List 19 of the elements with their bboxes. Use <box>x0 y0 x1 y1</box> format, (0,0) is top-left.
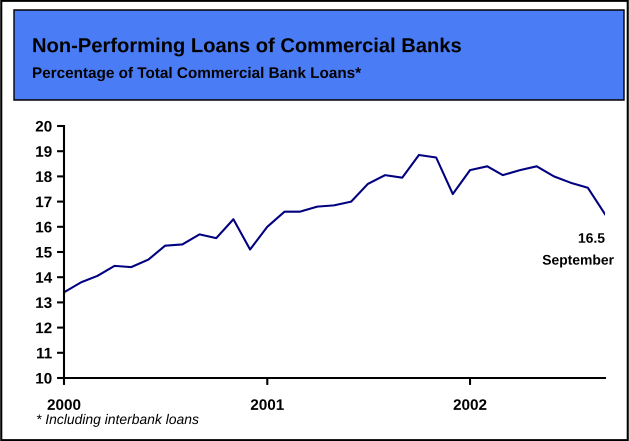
y-tick-label: 20 <box>36 120 52 132</box>
y-tick-label: 15 <box>36 247 52 258</box>
annotation: 16.5 <box>578 233 605 243</box>
y-tick-label: 11 <box>37 348 52 358</box>
x-tick-label: 2001 <box>250 399 284 410</box>
y-tick-label: 12 <box>36 322 52 334</box>
text: * Including interbank loans <box>36 414 199 427</box>
annotation: September <box>542 254 614 268</box>
chart-subtitle: Percentage of Total Commercial Bank Loans* <box>33 66 362 82</box>
y-tick-label: 13 <box>36 297 52 308</box>
x-tick-label: 2002 <box>454 399 486 410</box>
y-tick-label: 14 <box>36 272 52 283</box>
y-tick-label: 19 <box>36 146 52 157</box>
y-tick-label: 18 <box>36 171 52 182</box>
y-tick-label: 17 <box>36 196 52 208</box>
chart-title: Non-Performing Loans of Commercial Banks <box>33 38 461 56</box>
x-tick-label: 2000 <box>48 399 80 410</box>
y-tick-label: 10 <box>36 372 52 384</box>
y-tick-label: 16 <box>36 222 52 232</box>
